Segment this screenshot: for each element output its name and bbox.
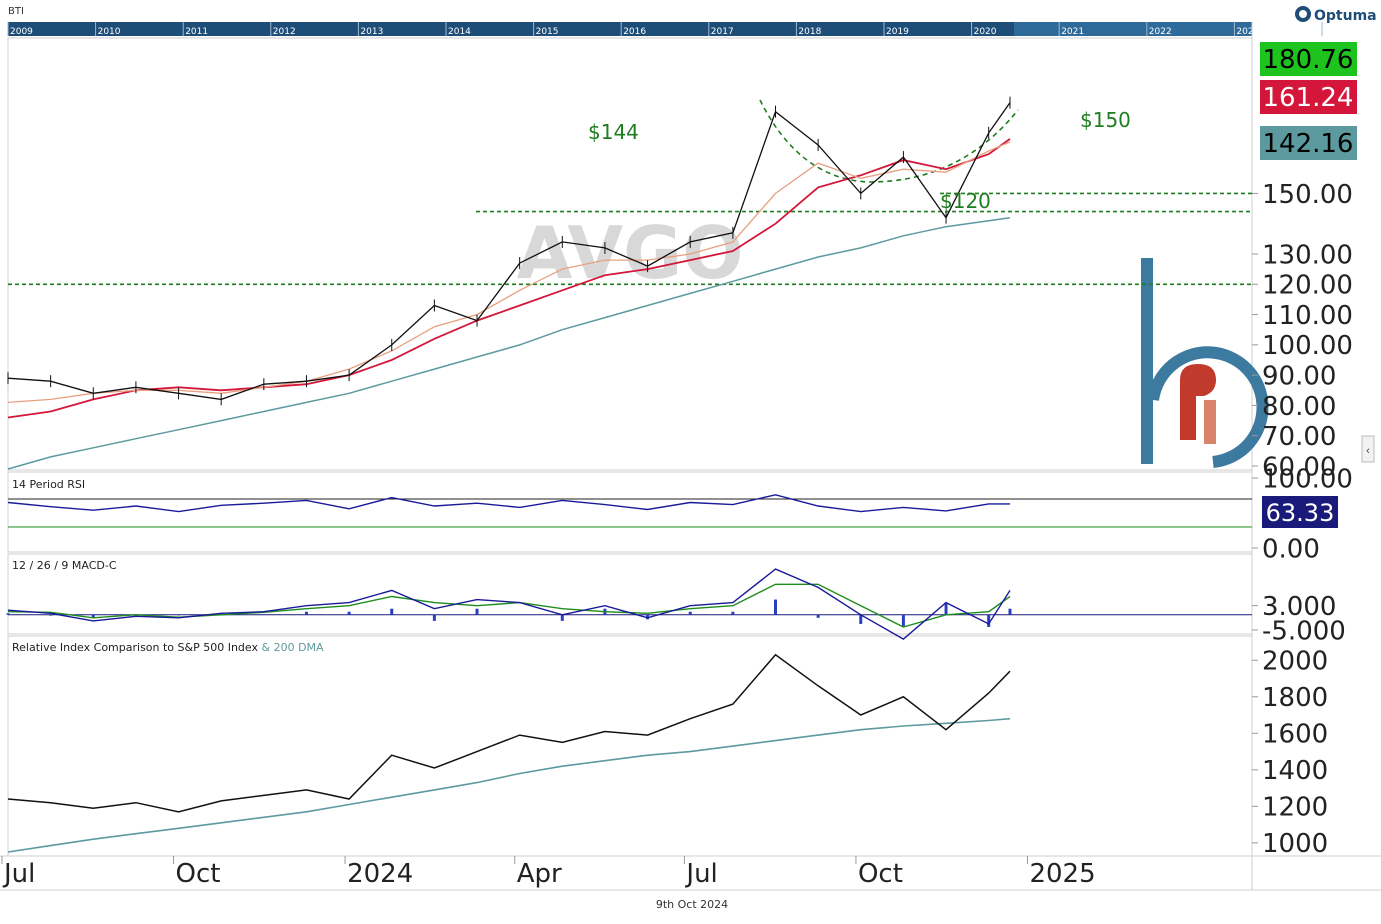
price-tick-label: 130.00 <box>1262 240 1353 270</box>
price-badge <box>1260 126 1357 160</box>
time-tick-label: Jul <box>2 859 35 889</box>
overview-year-label: 2022 <box>1149 27 1172 37</box>
annotation-150: $150 <box>1080 108 1131 132</box>
overview-year-label: 2016 <box>623 27 646 37</box>
collapse-panel-button[interactable]: ‹ <box>1361 435 1375 463</box>
rel-tick-label: 1600 <box>1262 720 1328 750</box>
rel-tick-label: 1400 <box>1262 756 1328 786</box>
price-line <box>7 102 1011 401</box>
macd-axis: 3.000-5.000 <box>1252 592 1346 646</box>
overview-year-label: 2015 <box>536 27 559 37</box>
price-tick-label: 150.00 <box>1262 180 1353 210</box>
rsi-value-badge <box>1262 496 1338 528</box>
publisher-logo <box>1141 258 1269 468</box>
overview-year-label: 2020 <box>974 27 997 37</box>
price-badge-value: 180.76 <box>1263 45 1354 75</box>
brand-name: Optuma <box>1314 8 1377 24</box>
overview-year-label: 2024 <box>1324 27 1347 37</box>
ma-mid-line <box>7 138 1011 419</box>
rel-tick-label: 1200 <box>1262 793 1328 823</box>
ticker-watermark: AVGO <box>517 211 744 295</box>
rel-dma-line <box>7 717 1011 853</box>
price-tick-label: 80.00 <box>1262 392 1336 422</box>
rsi-axis: 100.00 0.00 <box>1252 464 1353 564</box>
rsi-panel-frame <box>7 471 1253 553</box>
time-tick-label: 2024 <box>347 859 413 889</box>
footer-date: 9th Oct 2024 <box>656 898 728 911</box>
macd-line <box>7 568 1011 640</box>
overview-year-label: 2012 <box>273 27 296 37</box>
rel-title-suffix: & 200 DMA <box>262 641 325 654</box>
price-plot <box>7 96 1252 470</box>
overview-year-label: 2010 <box>98 27 121 37</box>
annotation-144: $144 <box>588 120 639 144</box>
overview-year-label: 2019 <box>886 27 909 37</box>
price-tick-label: 110.00 <box>1262 301 1353 331</box>
rel-index-line <box>7 653 1011 813</box>
rsi-line <box>7 494 1010 513</box>
overview-year-label: 2017 <box>711 27 734 37</box>
price-badge-value: 142.16 <box>1263 129 1354 159</box>
macd-tick-label: -5.000 <box>1262 616 1346 646</box>
rel-panel-frame <box>7 635 1253 857</box>
price-badges: 180.76 161.24 142.16 <box>1260 42 1357 160</box>
chevron-left-icon: ‹ <box>1366 445 1370 457</box>
annotation-120: $120 <box>940 189 991 213</box>
rel-tick-label: 2000 <box>1262 647 1328 677</box>
overview-year-label: 2014 <box>448 27 471 37</box>
overview-strip[interactable]: 2009 2010 2011 2012 2013 2014 2015 2016 2017 2018… <box>7 22 1347 37</box>
ma-short-line <box>7 141 1011 404</box>
rel-plot <box>7 653 1011 853</box>
time-tick-label: 2025 <box>1029 859 1095 889</box>
rsi-value: 63.33 <box>1266 499 1335 527</box>
rel-axis: 2000 1800 1600 1400 1200 1000 <box>1252 647 1328 859</box>
overview-year-label: 2009 <box>10 27 33 37</box>
price-badge <box>1260 80 1357 114</box>
price-axis: 60.0070.0080.0090.00100.00110.00120.0013… <box>1252 180 1353 482</box>
price-tick-label: 90.00 <box>1262 362 1336 392</box>
price-tick-label: 70.00 <box>1262 422 1336 452</box>
rel-title-main: Relative Index Comparison to S&P 500 Ind… <box>12 641 258 654</box>
cup-arc <box>759 99 1019 183</box>
price-tick-label: 100.00 <box>1262 331 1353 361</box>
rsi-tick-label: 100.00 <box>1262 464 1353 494</box>
time-axis: Jul Oct 2024 Apr Jul Oct 2025 <box>1 856 1096 889</box>
macd-tick-label: 3.000 <box>1262 592 1336 622</box>
time-tick-label: Oct <box>858 859 903 889</box>
rsi-title: 14 Period RSI <box>12 478 85 491</box>
overview-year-label: 2013 <box>360 27 383 37</box>
price-badge-value: 161.24 <box>1263 83 1354 113</box>
macd-title: 12 / 26 / 9 MACD-C <box>12 559 117 572</box>
time-tick-label: Oct <box>176 859 221 889</box>
macd-panel-frame <box>7 553 1253 635</box>
rel-title: Relative Index Comparison to S&P 500 Ind… <box>12 641 324 654</box>
macd-plot <box>6 568 1252 640</box>
ma-long-line <box>7 216 1011 470</box>
time-tick-label: Apr <box>517 859 562 889</box>
price-tick-label: 60.00 <box>1262 452 1336 482</box>
optuma-logo: Optuma <box>1295 6 1377 24</box>
time-tick-label: Jul <box>684 859 717 889</box>
symbol-label: BTI <box>8 6 24 17</box>
rsi-plot <box>7 494 1252 528</box>
price-badge <box>1260 42 1357 76</box>
overview-year-label: 2011 <box>185 27 208 37</box>
price-tick-label: 120.00 <box>1262 271 1353 301</box>
overview-year-label: 2021 <box>1061 27 1084 37</box>
rsi-tick-label: 0.00 <box>1262 534 1320 564</box>
rel-tick-label: 1000 <box>1262 829 1328 859</box>
rel-tick-label: 1800 <box>1262 683 1328 713</box>
overview-year-label: 2018 <box>798 27 821 37</box>
overview-year-label: 2023 <box>1236 27 1259 37</box>
